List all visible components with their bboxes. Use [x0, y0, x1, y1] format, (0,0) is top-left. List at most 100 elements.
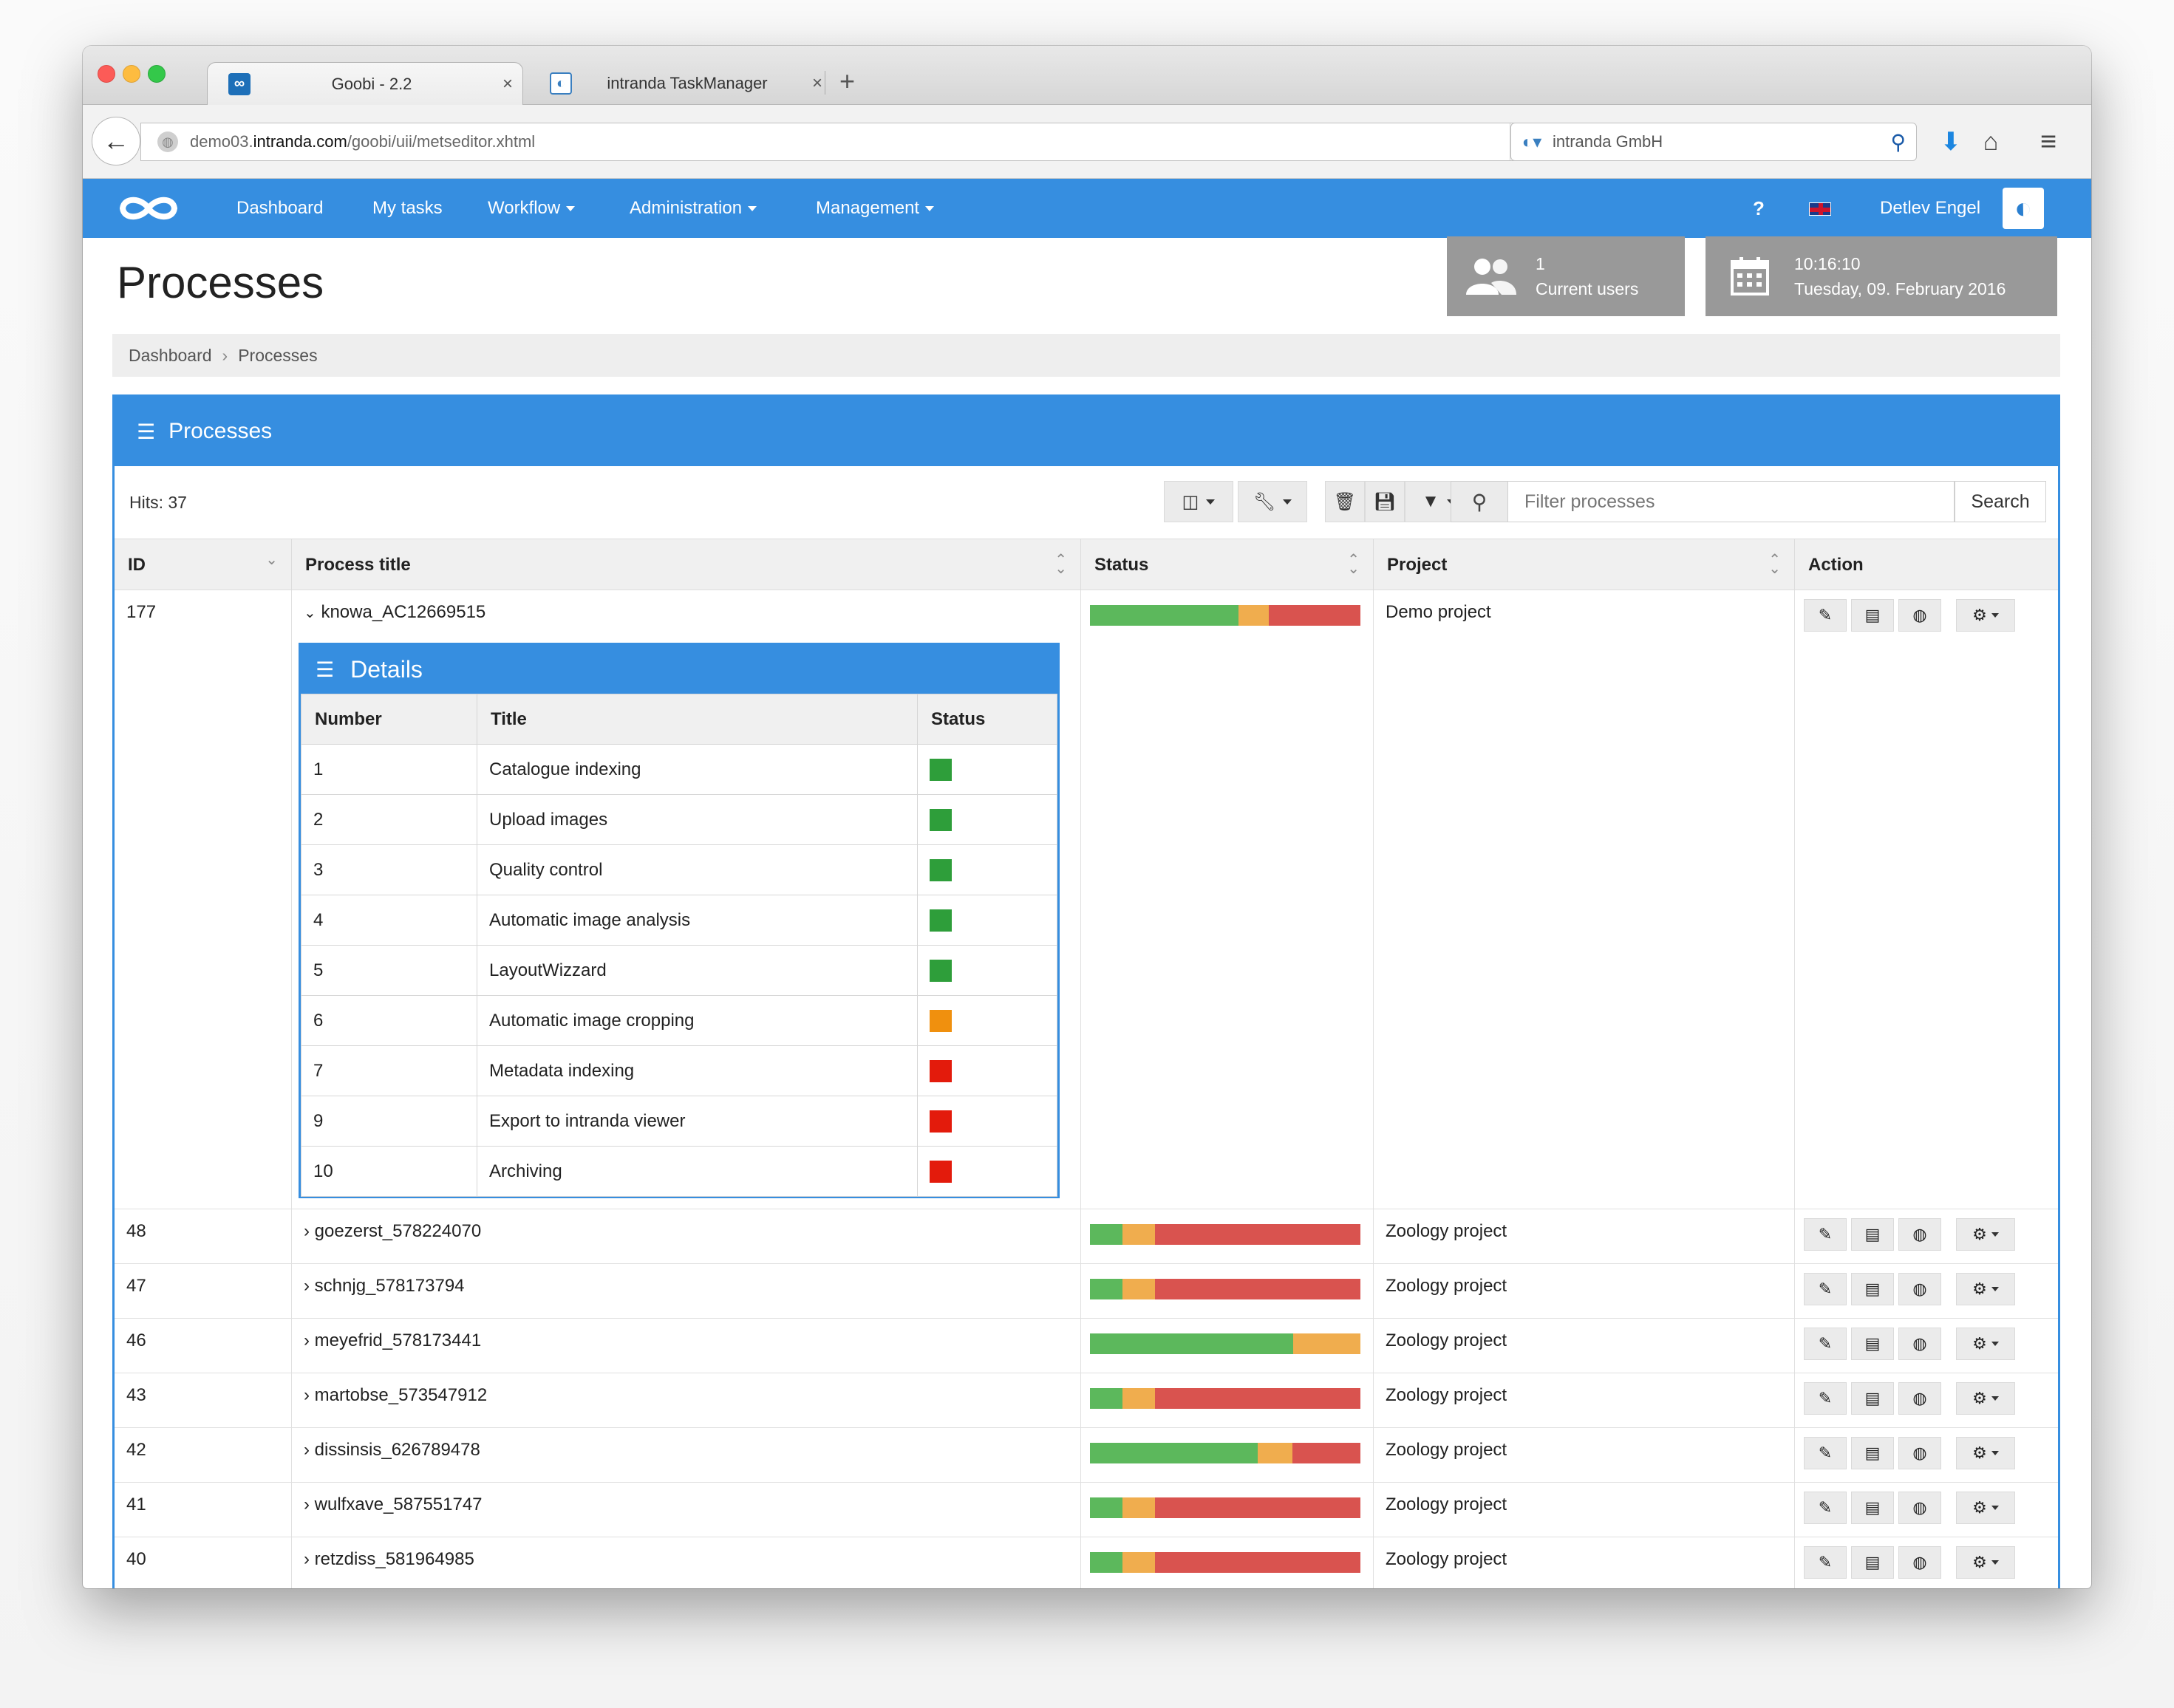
sort-icon[interactable]: ⌃ ⌄ — [1768, 552, 1781, 577]
metadata-editor-button[interactable]: ▤ — [1851, 1437, 1894, 1469]
details-title: Details — [350, 655, 423, 683]
breadcrumb-dashboard[interactable]: Dashboard — [129, 345, 212, 365]
nav-workflow[interactable]: Workflow — [488, 179, 576, 238]
step-number: 9 — [301, 1096, 477, 1147]
metadata-editor-button[interactable]: ▤ — [1851, 1382, 1894, 1415]
goobi-logo-icon[interactable] — [115, 191, 182, 226]
process-title-toggle[interactable]: › schnjg_578173794 — [304, 1276, 465, 1297]
minimize-window-button[interactable] — [123, 65, 140, 83]
sort-desc-icon[interactable]: ⌄ — [265, 552, 278, 568]
maximize-window-button[interactable] — [148, 65, 166, 83]
process-title-toggle[interactable]: › dissinsis_626789478 — [304, 1440, 480, 1461]
settings-button[interactable]: ⚙ — [1956, 1492, 2015, 1524]
cell-id: 43 — [115, 1373, 292, 1427]
view-button[interactable]: ◍ — [1898, 1273, 1941, 1305]
table-row[interactable]: 40 › retzdiss_581964985 Zoology project ✎ ▤ ◍… — [115, 1537, 2058, 1588]
status-done-segment — [1090, 1224, 1122, 1245]
view-button[interactable]: ◍ — [1898, 1437, 1941, 1469]
column-project[interactable]: Project ⌃ ⌄ — [1374, 539, 1795, 591]
filter-processes-input[interactable] — [1508, 481, 1955, 522]
sort-icon[interactable]: ⌃ ⌄ — [1347, 552, 1360, 577]
search-icon[interactable]: ⚲ — [1890, 130, 1906, 154]
settings-button[interactable]: ⚙ — [1956, 1437, 2015, 1469]
globe-icon[interactable]: ◍ — [157, 131, 178, 152]
edit-button[interactable]: ✎ — [1804, 1273, 1847, 1305]
save-button[interactable]: 💾︎ — [1365, 481, 1405, 522]
settings-button[interactable]: ⚙ — [1956, 599, 2015, 632]
tab-intranda-taskmanager[interactable]: ◐ intranda TaskManager × — [529, 62, 832, 105]
back-arrow-icon[interactable]: ← — [92, 117, 140, 165]
settings-button[interactable]: ⚙ — [1956, 1328, 2015, 1360]
edit-button[interactable]: ✎ — [1804, 1437, 1847, 1469]
browser-search-box[interactable]: ◐▾ intranda GmbH ⚲ — [1510, 123, 1917, 161]
view-button[interactable]: ◍ — [1898, 1382, 1941, 1415]
nav-dashboard[interactable]: Dashboard — [236, 179, 323, 238]
step-number: 7 — [301, 1045, 477, 1096]
address-bar[interactable]: ◍ demo03. intranda.com/goobi/uii/metsedit… — [140, 123, 1552, 161]
process-title-toggle[interactable]: › goezerst_578224070 — [304, 1221, 481, 1242]
tools-button[interactable]: 🔧︎ — [1238, 481, 1307, 522]
hamburger-menu-icon[interactable]: ≡ — [2040, 126, 2057, 157]
delete-button[interactable]: 🗑︎ — [1325, 481, 1365, 522]
process-title-toggle[interactable]: › martobse_573547912 — [304, 1385, 487, 1406]
home-icon[interactable]: ⌂ — [1983, 127, 1999, 156]
view-button[interactable]: ◍ — [1898, 1328, 1941, 1360]
view-button[interactable]: ◍ — [1898, 1492, 1941, 1524]
edit-button[interactable]: ✎ — [1804, 1546, 1847, 1579]
uk-flag-icon[interactable] — [1809, 202, 1831, 216]
close-window-button[interactable] — [98, 65, 115, 83]
download-icon[interactable]: ⬇ — [1940, 128, 1962, 156]
metadata-editor-button[interactable]: ▤ — [1851, 1273, 1894, 1305]
view-button[interactable]: ◍ — [1898, 599, 1941, 632]
nav-my-tasks[interactable]: My tasks — [372, 179, 443, 238]
column-status[interactable]: Status ⌃ ⌄ — [1081, 539, 1374, 591]
edit-button[interactable]: ✎ — [1804, 1492, 1847, 1524]
process-title-toggle[interactable]: › retzdiss_581964985 — [304, 1549, 474, 1570]
user-name[interactable]: Detlev Engel — [1880, 198, 1981, 218]
columns-button[interactable]: ◫ — [1164, 481, 1233, 522]
step-title: Metadata indexing — [477, 1045, 918, 1096]
column-id[interactable]: ID ⌄ — [115, 539, 292, 591]
settings-button[interactable]: ⚙ — [1956, 1218, 2015, 1251]
table-row[interactable]: 42 › dissinsis_626789478 Zoology project ✎ ▤… — [115, 1428, 2058, 1483]
view-button[interactable]: ◍ — [1898, 1546, 1941, 1579]
list-icon: ☰ — [316, 657, 335, 681]
new-tab-icon[interactable]: + — [839, 66, 856, 96]
metadata-editor-button[interactable]: ▤ — [1851, 599, 1894, 632]
view-button[interactable]: ◍ — [1898, 1218, 1941, 1251]
nav-administration[interactable]: Administration — [630, 179, 757, 238]
globe-icon: ◍ — [1912, 1553, 1927, 1571]
user-avatar[interactable]: ◐ — [2003, 188, 2044, 229]
metadata-editor-button[interactable]: ▤ — [1851, 1492, 1894, 1524]
metadata-editor-button[interactable]: ▤ — [1851, 1546, 1894, 1579]
help-button[interactable]: ? — [1753, 197, 1765, 219]
table-row[interactable]: 47 › schnjg_578173794 Zoology project ✎ ▤ ◍ ⚙ — [115, 1264, 2058, 1319]
table-row[interactable]: 41 › wulfxave_587551747 Zoology project ✎ ▤ ◍… — [115, 1483, 2058, 1537]
metadata-editor-button[interactable]: ▤ — [1851, 1328, 1894, 1360]
metadata-editor-button[interactable]: ▤ — [1851, 1218, 1894, 1251]
edit-button[interactable]: ✎ — [1804, 1328, 1847, 1360]
settings-button[interactable]: ⚙ — [1956, 1273, 2015, 1305]
process-title-toggle[interactable]: › wulfxave_587551747 — [304, 1494, 483, 1515]
tab-goobi[interactable]: ∞ Goobi - 2.2 × — [207, 62, 523, 105]
details-table: Number Title Status 1 Catalogue indexing 2… — [301, 694, 1057, 1197]
edit-button[interactable]: ✎ — [1804, 1382, 1847, 1415]
process-project: Demo project — [1386, 602, 1491, 622]
sort-icon[interactable]: ⌃ ⌄ — [1054, 552, 1067, 577]
close-tab-icon[interactable]: × — [811, 73, 822, 93]
cell-actions: ✎ ▤ ◍ ⚙ — [1795, 1209, 2062, 1263]
edit-button[interactable]: ✎ — [1804, 599, 1847, 632]
table-row[interactable]: 43 › martobse_573547912 Zoology project ✎ ▤ ◍… — [115, 1373, 2058, 1428]
settings-button[interactable]: ⚙ — [1956, 1546, 2015, 1579]
column-process-title[interactable]: Process title ⌃ ⌄ — [292, 539, 1081, 591]
table-row[interactable]: 48 › goezerst_578224070 Zoology project ✎ ▤ ◍… — [115, 1209, 2058, 1264]
edit-button[interactable]: ✎ — [1804, 1218, 1847, 1251]
process-title-toggle[interactable]: › meyefrid_578173441 — [304, 1330, 481, 1351]
close-tab-icon[interactable]: × — [502, 73, 513, 94]
process-title-toggle[interactable]: ⌄ knowa_AC12669515 — [304, 602, 485, 623]
search-engine-icon[interactable]: ◐▾ — [1522, 131, 1542, 152]
table-row[interactable]: 46 › meyefrid_578173441 Zoology project ✎ ▤ ◍… — [115, 1319, 2058, 1373]
nav-management[interactable]: Management — [816, 179, 935, 238]
settings-button[interactable]: ⚙ — [1956, 1382, 2015, 1415]
search-button[interactable]: Search — [1955, 481, 2046, 522]
